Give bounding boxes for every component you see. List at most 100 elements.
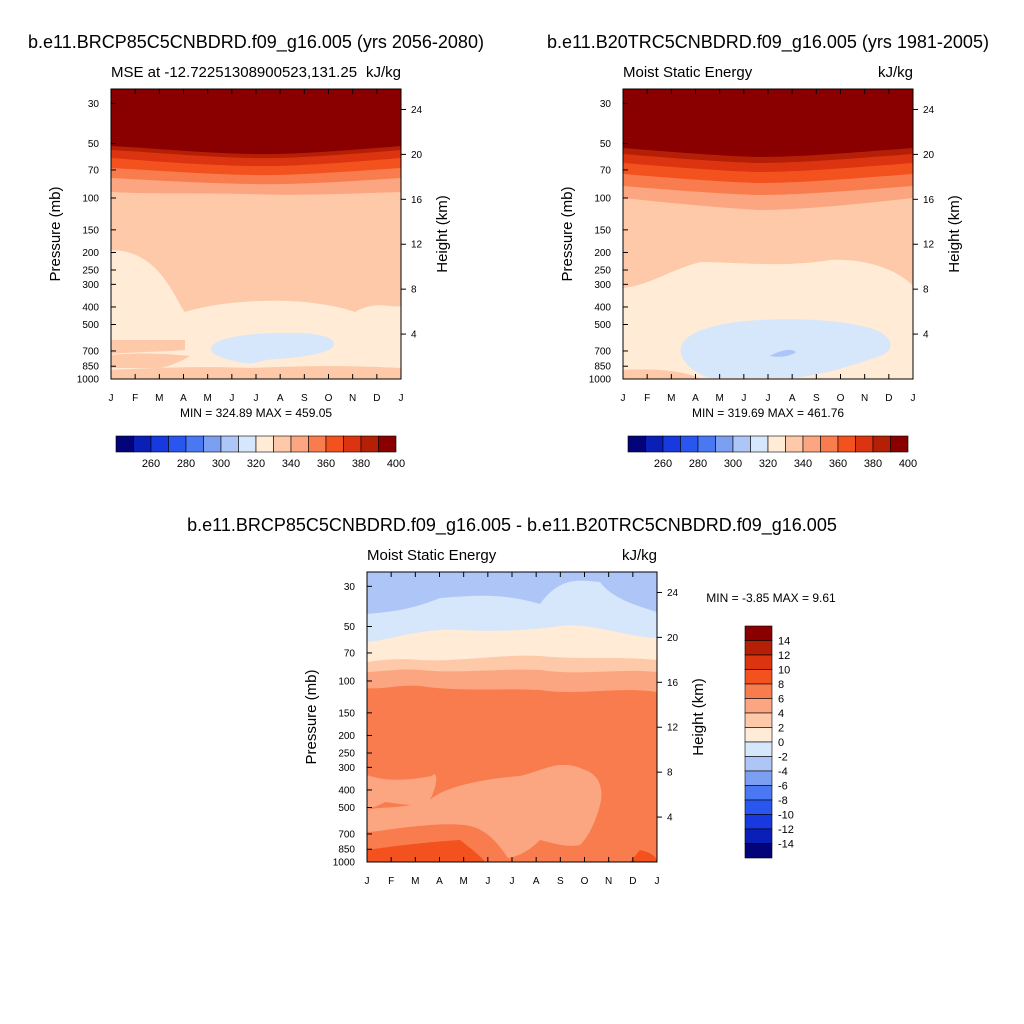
panel-b20tr-pressure-tick-label: 500 [594, 320, 611, 331]
panel-b20tr-x-tick-label: D [885, 393, 892, 404]
panel-b20tr-title: b.e11.B20TRC5CNBDRD.f09_g16.005 (yrs 198… [547, 32, 989, 53]
panel-diff-height-tick-label: 24 [667, 588, 679, 599]
panel-diff-region-mid-a [367, 774, 437, 810]
panel-rcp85-title: b.e11.BRCP85C5CNBDRD.f09_g16.005 (yrs 20… [28, 32, 484, 53]
panel-rcp85-colorbar-box [290, 435, 309, 453]
panel-diff-pressure-tick-label: 400 [338, 785, 355, 796]
panel-b20tr-colorbar-label: 260 [654, 458, 672, 470]
panel-b20tr-x-tick-label: J [766, 393, 771, 404]
panel-rcp85-pressure-tick-label: 850 [82, 362, 99, 373]
panel-diff-region-low [367, 840, 485, 862]
panel-diff-x-tick-label: A [533, 876, 540, 887]
panel-rcp85-pressure-tick-label: 30 [88, 99, 100, 110]
panel-rcp85-pressure-tick-label: 100 [82, 193, 99, 204]
panel-diff-height-tick-label: 20 [667, 633, 679, 644]
panel-diff: b.e11.BRCP85C5CNBDRD.f09_g16.005 - b.e11… [187, 515, 837, 887]
panel-rcp85-colorbar-box [378, 435, 397, 453]
panel-rcp85-colorbar-box [308, 435, 327, 453]
panel-diff-region-mid-b [367, 764, 602, 858]
panel-b20tr-colorbar-box [680, 435, 699, 453]
panel-rcp85-left-label: MSE at -12.72251308900523,131.25 [111, 64, 357, 81]
panel-rcp85-x-tick-label: M [155, 393, 163, 404]
panel-diff-colorbar-label: 4 [778, 708, 784, 720]
panel-b20tr-colorbar: 260 280 300 320 340 360 380 400 [627, 435, 917, 470]
panel-rcp85-colorbar-box [220, 435, 239, 453]
panel-rcp85-region-top [111, 89, 401, 155]
panel-b20tr-region-surface [623, 369, 700, 379]
panel-diff-colorbar-label: -12 [778, 824, 794, 836]
panel-diff-colorbar-box [744, 683, 773, 699]
panel-b20tr-x-tick-label: A [789, 393, 796, 404]
panel-b20tr-x-tick-label: A [692, 393, 699, 404]
panel-b20tr-pressure-tick-label: 400 [594, 302, 611, 313]
panel-rcp85-colorbar-label: 300 [212, 458, 230, 470]
panel-rcp85-ylabel: Pressure (mb) [47, 186, 64, 281]
panel-rcp85-x-tick-label: J [229, 393, 234, 404]
panel-diff-stats: MIN = -3.85 MAX = 9.61 [706, 591, 836, 605]
panel-diff-height-tick-label: 16 [667, 678, 679, 689]
panel-rcp85-colorbar-label: 400 [387, 458, 405, 470]
panel-rcp85-colorbar-label: 280 [177, 458, 195, 470]
panel-rcp85-height-tick-label: 24 [411, 105, 423, 116]
panel-rcp85-x-tick-label: M [203, 393, 211, 404]
panel-b20tr-region-min [770, 349, 796, 357]
panel-rcp85-colorbar-box [203, 435, 222, 453]
panel-rcp85-region-surface-a [111, 340, 185, 354]
panel-diff-colorbar-box [744, 698, 773, 714]
panel-rcp85-pressure-tick-label: 300 [82, 280, 99, 291]
panel-rcp85-colorbar-label: 320 [247, 458, 265, 470]
panel-rcp85-contour-fill [111, 89, 401, 379]
panel-rcp85-height-tick-label: 4 [411, 330, 417, 341]
panel-diff-x-tick-label: O [581, 876, 589, 887]
panel-rcp85-colorbar-label: 380 [352, 458, 370, 470]
panel-b20tr-colorbar-box [645, 435, 664, 453]
panel-b20tr-pressure-tick-label: 150 [594, 225, 611, 236]
panel-rcp85-colorbar-box [238, 435, 257, 453]
panel-diff-x-tick-label: M [459, 876, 467, 887]
panel-rcp85-region-surface-c [111, 353, 190, 368]
panel-diff-contour-fill [367, 572, 657, 862]
panel-b20tr-colorbar-label: 380 [864, 458, 882, 470]
panel-diff-colorbar-label: 6 [778, 694, 784, 706]
panel-b20tr-height-tick-label: 24 [923, 105, 935, 116]
panel-diff-colorbar-box [744, 785, 773, 801]
panel-diff-x-tick-label: J [510, 876, 515, 887]
panel-b20tr-pressure-tick-label: 30 [600, 99, 612, 110]
panel-diff-units: kJ/kg [622, 547, 657, 564]
panel-rcp85-pressure-tick-label: 700 [82, 346, 99, 357]
panel-rcp85-x-tick-label: F [132, 393, 138, 404]
panel-rcp85-pressure-tick-label: 150 [82, 225, 99, 236]
panel-diff-pressure-tick-label: 850 [338, 845, 355, 856]
panel-diff-colorbar-box [744, 741, 773, 757]
panel-diff-pressure-tick-label: 250 [338, 749, 355, 760]
panel-b20tr-colorbar-box [855, 435, 874, 453]
panel-b20tr: b.e11.B20TRC5CNBDRD.f09_g16.005 (yrs 198… [547, 32, 989, 470]
panel-b20tr-colorbar-box [837, 435, 856, 453]
panel-b20tr-colorbar-box [627, 435, 646, 453]
panel-rcp85-colorbar-box [343, 435, 362, 453]
panel-diff-height-tick-label: 8 [667, 768, 673, 779]
panel-diff-colorbar-box [744, 843, 773, 859]
panel-diff-colorbar-label: 14 [778, 636, 790, 648]
panel-diff-colorbar-label: 12 [778, 650, 790, 662]
panel-b20tr-x-tick-label: J [911, 393, 916, 404]
panel-b20tr-pressure-tick-label: 700 [594, 346, 611, 357]
panel-diff-pressure-tick-label: 1000 [333, 858, 356, 869]
panel-b20tr-colorbar-box [872, 435, 891, 453]
panel-b20tr-x-tick-label: O [837, 393, 845, 404]
panel-b20tr-colorbar-label: 340 [794, 458, 812, 470]
panel-rcp85-x-tick-label: J [109, 393, 114, 404]
panel-b20tr-pressure-tick-label: 50 [600, 139, 612, 150]
panel-diff-x-tick-label: N [605, 876, 612, 887]
panel-diff-colorbar-label: -6 [778, 781, 788, 793]
panel-rcp85-pressure-tick-label: 500 [82, 320, 99, 331]
panel-rcp85-colorbar-box [133, 435, 152, 453]
panel-b20tr-ylabel: Pressure (mb) [559, 186, 576, 281]
panel-rcp85-colorbar: 260 280 300 320 340 360 380 400 [115, 435, 405, 470]
panel-b20tr-x-tick-label: N [861, 393, 868, 404]
panel-diff-colorbar-label: 10 [778, 665, 790, 677]
panel-b20tr-colorbar-label: 300 [724, 458, 742, 470]
panel-diff-pressure-tick-label: 200 [338, 731, 355, 742]
panel-rcp85-x-tick-label: A [277, 393, 284, 404]
